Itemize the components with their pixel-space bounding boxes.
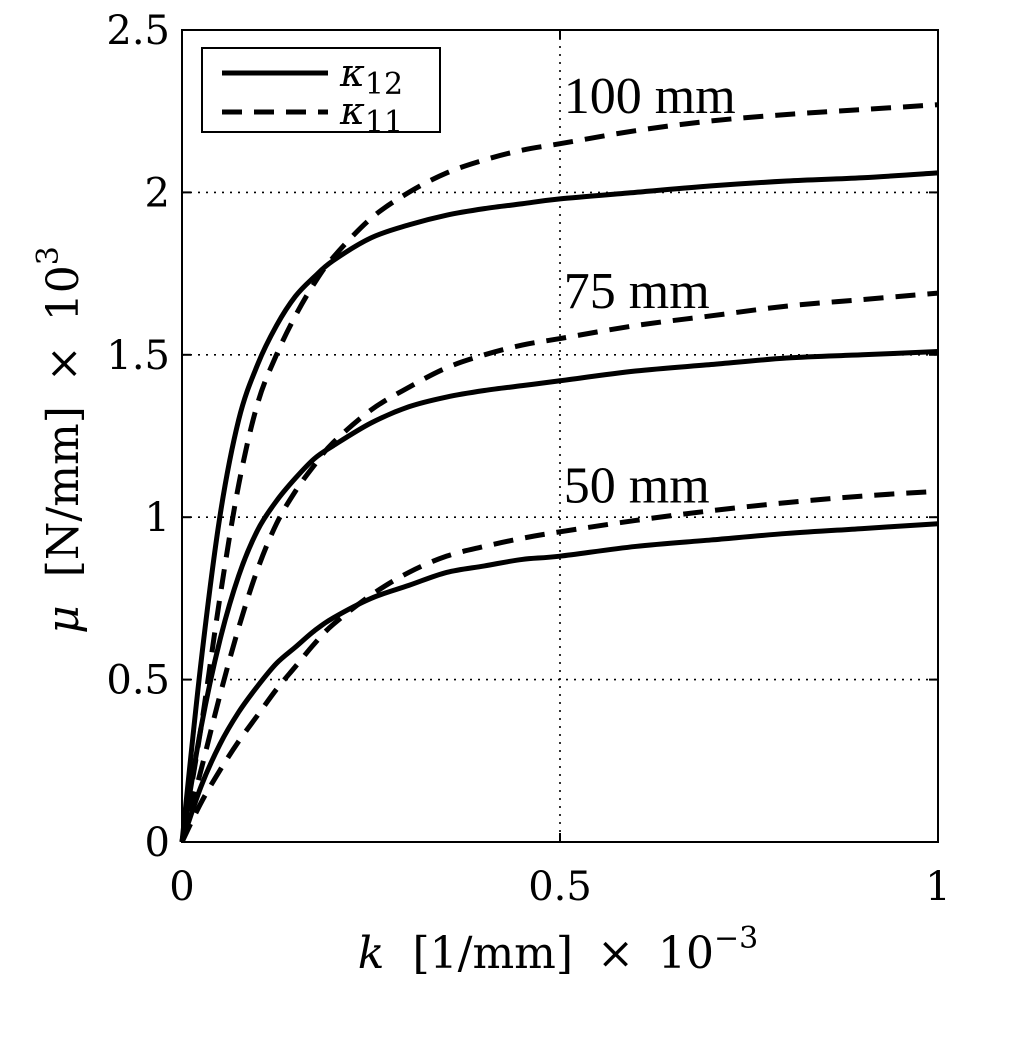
y-tick-label: 2 xyxy=(145,170,170,216)
curve-label: 50 mm xyxy=(564,458,710,515)
y-tick-label: 1.5 xyxy=(106,333,170,379)
x-tick-label: 0.5 xyxy=(528,864,592,910)
y-axis-label: μ [N/mm] × 103 xyxy=(31,246,89,634)
legend-entry-kappa11: κ11 xyxy=(339,89,403,140)
legend: κ12 κ11 xyxy=(201,47,441,140)
legend-box xyxy=(201,47,441,133)
curve-label: 75 mm xyxy=(564,263,710,320)
curve-label: 100 mm xyxy=(564,68,736,125)
series-75-mm-dashed xyxy=(179,290,939,843)
series-50-mm-solid xyxy=(179,521,939,843)
series-75-mm-solid xyxy=(179,349,939,843)
grid-lines xyxy=(182,30,938,842)
data-series xyxy=(179,102,939,844)
series-100-mm-solid xyxy=(179,170,939,843)
axis-ticks: 0 0.5 1 0 0.5 1 1.5 2 2.5 xyxy=(106,8,950,910)
legend-entry-kappa12: κ12 xyxy=(339,51,403,102)
curve-annotations: 100 mm 75 mm 50 mm xyxy=(564,68,736,515)
y-tick-label: 0 xyxy=(145,820,170,866)
y-tick-label: 0.5 xyxy=(106,658,170,704)
x-tick-label: 0 xyxy=(169,864,194,910)
x-tick-label: 1 xyxy=(925,864,950,910)
y-tick-label: 1 xyxy=(145,495,170,541)
y-tick-label: 2.5 xyxy=(106,8,170,54)
x-axis-label: k [1/mm] × 10−3 xyxy=(358,921,758,979)
